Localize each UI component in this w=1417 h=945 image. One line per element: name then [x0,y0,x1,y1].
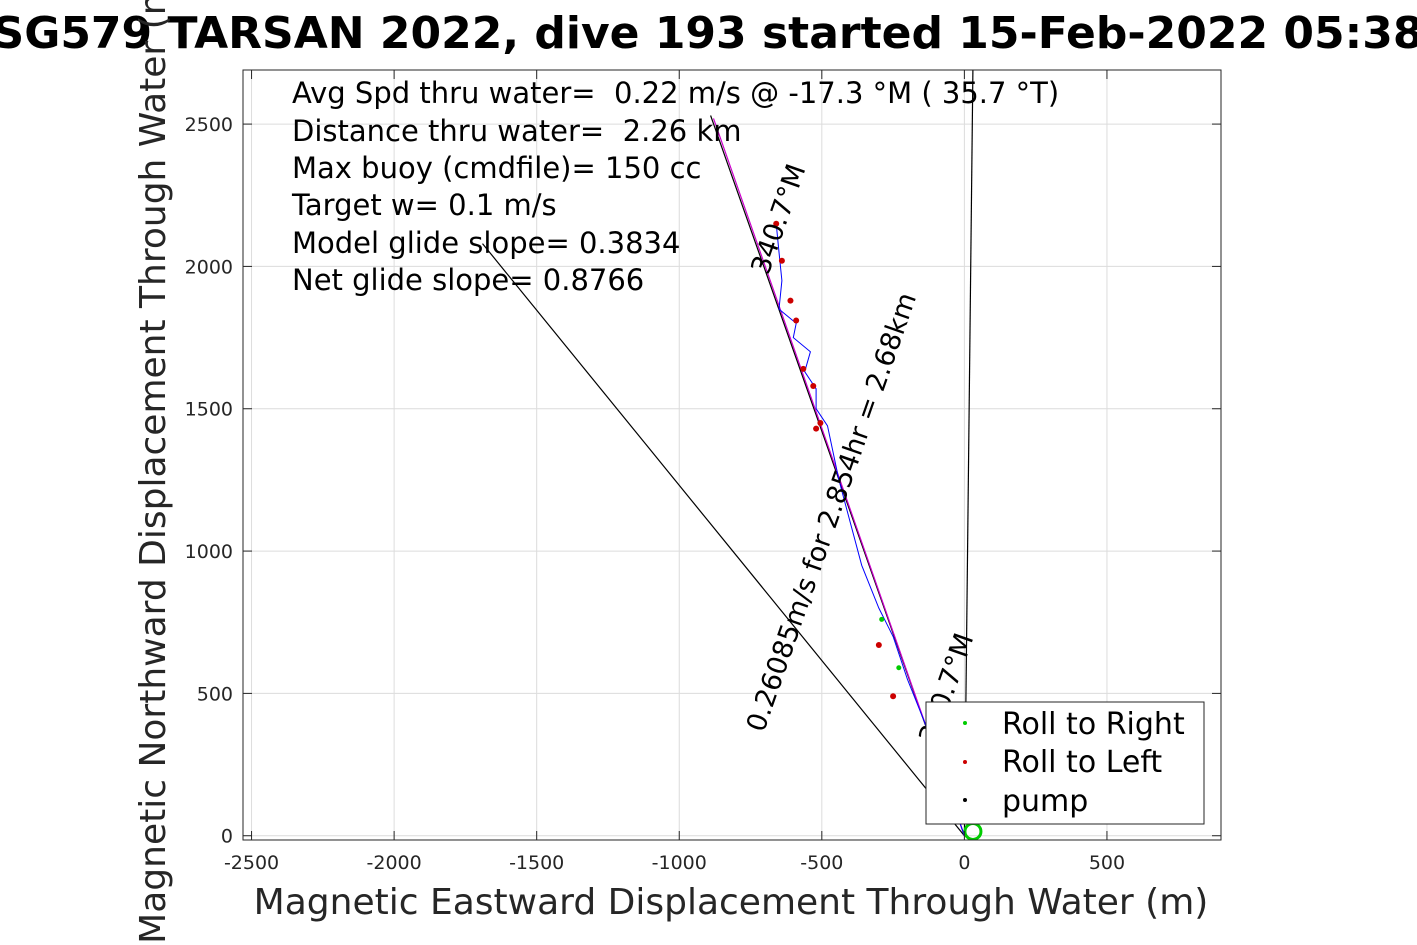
y-axis-label: Magnetic Northward Displacement Through … [133,0,174,944]
legend-marker-roll-left [963,760,967,764]
chart-title: SG579 TARSAN 2022, dive 193 started 15-F… [0,8,1417,59]
roll-left-point [773,220,780,227]
tick-labels: -2500 -2000 -1500 -1000 -500 0 500 0 500 1000 1500… [185,114,1125,874]
x-tick-label: -2000 [367,852,422,874]
annotation-distance: Distance thru water= 2.26 km [292,114,742,148]
x-tick-label: 0 [958,852,970,874]
plot-content [482,70,983,840]
annotation-max-buoy: Max buoy (cmdfile)= 150 cc [292,151,701,185]
x-tick-label: -1500 [509,852,564,874]
roll-left-point [817,419,824,426]
y-tick-label: 2000 [185,256,233,278]
legend-marker-pump [963,798,967,802]
x-tick-label: -2500 [224,852,279,874]
annotations: Avg Spd thru water= 0.22 m/s @ -17.3 °M … [291,76,1059,297]
legend: Roll to Right Roll to Left pump [925,701,1205,825]
legend-label-pump: pump [1002,784,1088,819]
roll-left-point [813,425,820,432]
y-tick-label: 1000 [185,541,233,563]
roll-right-point [896,665,902,671]
plot-frame [242,69,1222,841]
axis-ticks [243,70,1221,840]
roll-left-point [810,382,817,389]
x-tick-label: 500 [1089,852,1125,874]
glider-track-line [775,223,965,836]
annotation-model-glide: Model glide slope= 0.3834 [292,226,680,260]
legend-label-roll-right: Roll to Right [1002,707,1185,742]
x-tick-label: -500 [800,852,843,874]
y-tick-label: 1500 [185,399,233,421]
roll-left-point [800,365,807,372]
x-axis-label: Magnetic Eastward Displacement Through W… [254,882,1209,923]
y-tick-label: 500 [197,683,233,705]
roll-left-point [778,257,785,264]
reference-line [482,243,965,837]
roll-left-point [875,642,882,649]
roll-right-point [879,616,885,622]
annotation-avg-speed: Avg Spd thru water= 0.22 m/s @ -17.3 °M … [292,76,1059,110]
y-tick-label: 2500 [185,114,233,136]
roll-left-point [787,297,794,304]
roll-left-point [793,317,800,324]
annotation-target-w: Target w= 0.1 m/s [291,188,557,222]
legend-label-roll-left: Roll to Left [1002,745,1162,780]
x-tick-label: -1000 [652,852,707,874]
legend-box [925,701,1205,825]
annotation-net-glide: Net glide slope= 0.8766 [292,263,644,297]
legend-marker-roll-right [963,721,967,725]
y-tick-label: 0 [221,826,233,848]
roll-left-point [890,693,897,700]
